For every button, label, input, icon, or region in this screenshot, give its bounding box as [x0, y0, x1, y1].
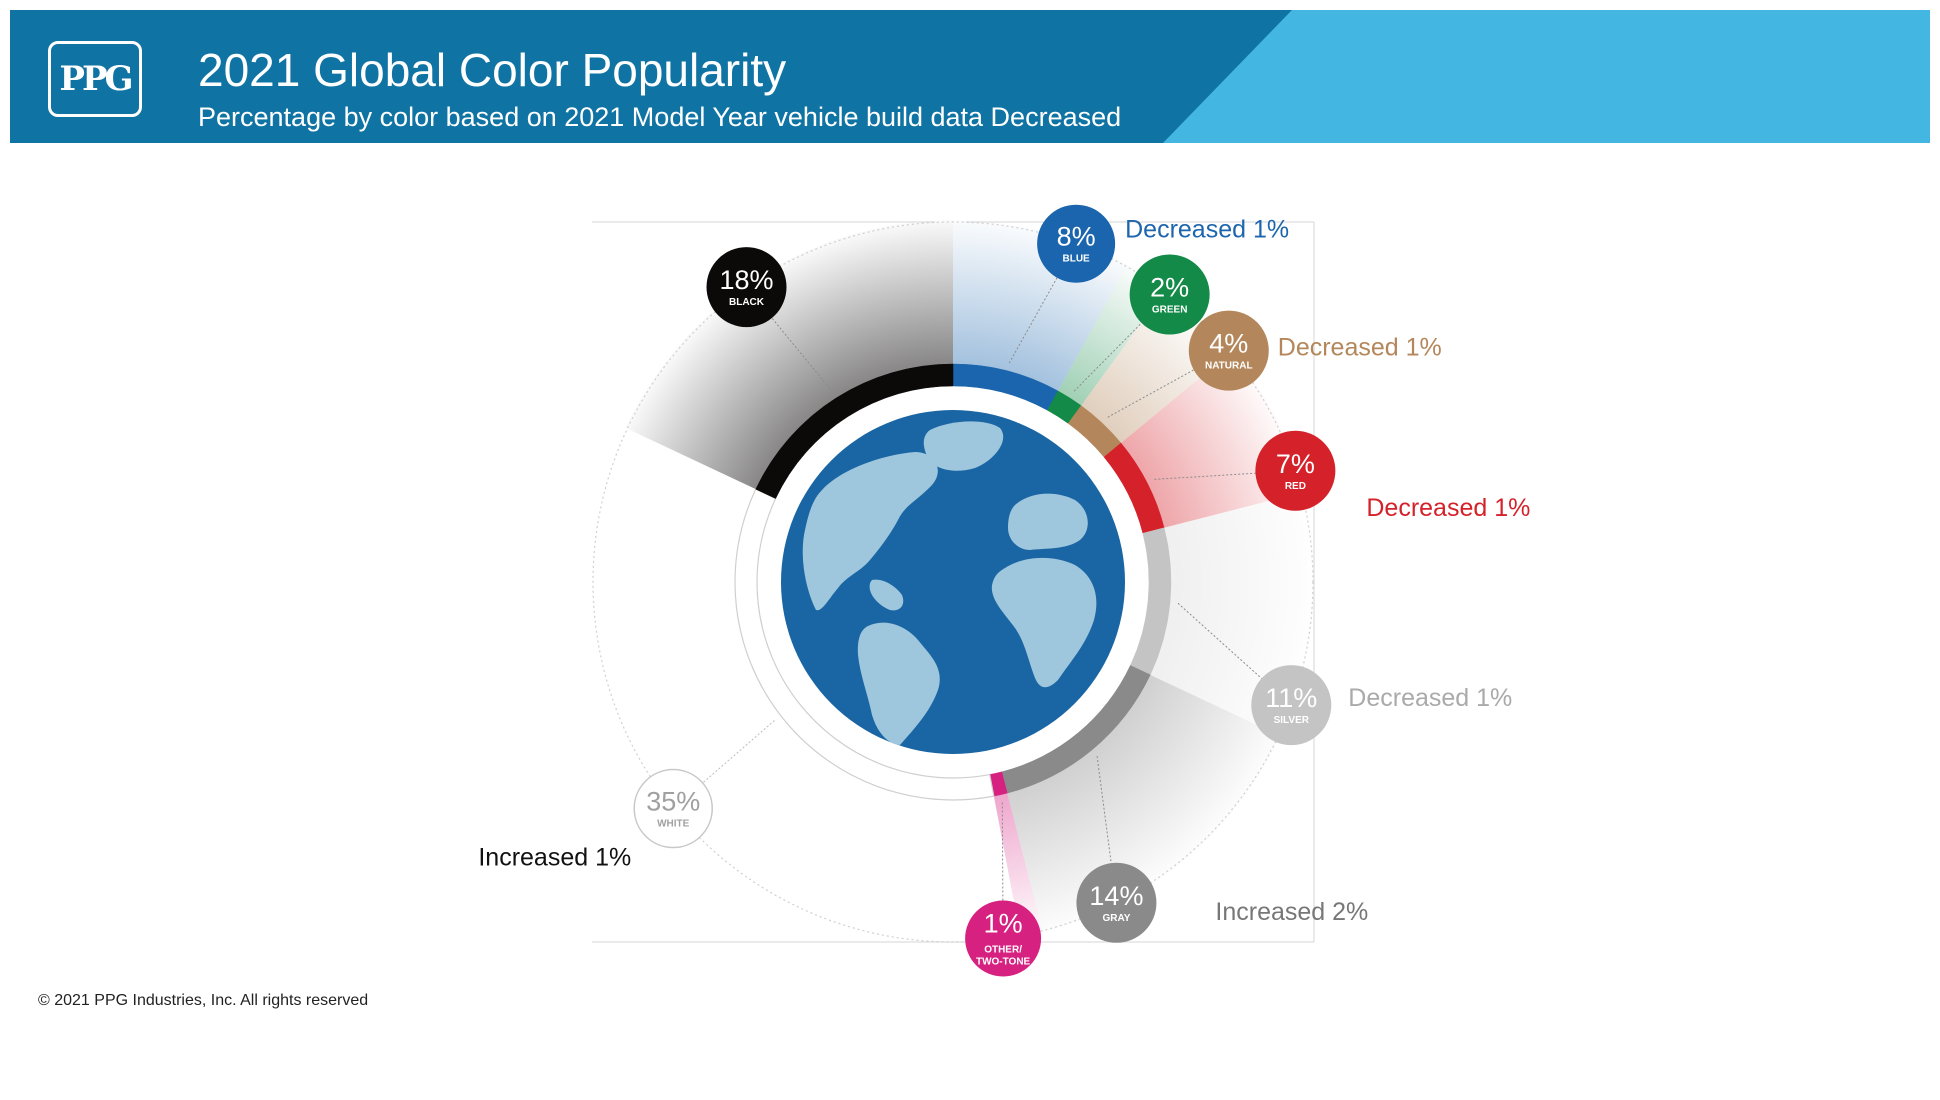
bubble-other: [965, 900, 1042, 977]
leader-gray: [1096, 756, 1117, 903]
outer-dotted-circle: [592, 221, 1314, 943]
change-label-blue: Decreased 1%: [1125, 216, 1289, 244]
bubble-natural: [1188, 310, 1269, 391]
bubble-label-other-0: OTHER/: [984, 944, 1022, 955]
globe-land-0: [802, 452, 938, 611]
bubble-value-gray: 14%: [1089, 881, 1143, 911]
bubble-value-silver: 11%: [1265, 683, 1317, 713]
copyright-footer: © 2021 PPG Industries, Inc. All rights r…: [38, 992, 369, 1009]
page-subtitle: Percentage by color based on 2021 Model …: [198, 102, 1122, 132]
change-label-gray: Increased 2%: [1215, 898, 1368, 926]
bubble-label-red: RED: [1285, 481, 1306, 492]
bubble-value-white: 35%: [646, 787, 700, 817]
bubble-value-natural: 4%: [1209, 329, 1248, 359]
globe-land-4: [1008, 493, 1088, 550]
globe-icon: [781, 410, 1125, 754]
bubble-white: [633, 768, 713, 849]
leader-natural: [1107, 350, 1230, 418]
bubble-green: [1129, 254, 1210, 335]
fan-gray: [1007, 674, 1281, 933]
bubble-value-other: 1%: [984, 908, 1023, 938]
header-banner: PPG 2021 Global Color Popularity Percent…: [10, 10, 1930, 143]
globe-land-1: [923, 421, 1004, 471]
fan-black: [625, 220, 953, 490]
highlight-fans: [625, 220, 1315, 938]
globe-land-3: [991, 557, 1097, 688]
change-labels: Decreased 1% Decreased 1% Decreased 1% Decr…: [478, 216, 1530, 926]
bubble-label-gray: GRAY: [1102, 913, 1130, 924]
bubble-blue: [1037, 204, 1116, 283]
fan-other: [993, 793, 1044, 938]
ring-slice-black: [755, 363, 954, 499]
bubble-value-blue: 8%: [1057, 222, 1096, 252]
page-title: 2021 Global Color Popularity: [198, 44, 787, 96]
bubble-black: [706, 247, 787, 328]
bubble-label-blue: BLUE: [1063, 254, 1091, 265]
bubble-red: [1255, 430, 1336, 511]
value-bubbles: 8% BLUE 2% GREEN 4% NATURAL 7% RED 11% SILVER 14% G…: [633, 204, 1336, 977]
leader-blue: [1008, 243, 1077, 364]
bubble-label-green: GREEN: [1152, 304, 1188, 315]
bubble-value-red: 7%: [1276, 449, 1315, 479]
header-banner-dark-panel: [10, 10, 1292, 143]
chart-frame: [592, 221, 1315, 943]
change-label-natural: Decreased 1%: [1278, 334, 1442, 362]
bubble-label-natural: NATURAL: [1205, 361, 1253, 372]
change-label-white: Increased 1%: [478, 844, 631, 872]
bubble-silver: [1251, 665, 1332, 746]
donut-ring: [734, 363, 1172, 801]
fan-natural: [1081, 289, 1232, 444]
bubble-label-white: WHITE: [657, 819, 690, 830]
bubble-label-black: BLACK: [729, 297, 765, 308]
globe-land-2: [857, 622, 940, 745]
bubble-gray: [1076, 862, 1157, 943]
bubble-label-silver: SILVER: [1274, 715, 1310, 726]
bubble-value-black: 18%: [719, 265, 773, 295]
globe-land-5: [869, 579, 904, 611]
change-label-silver: Decreased 1%: [1348, 684, 1512, 712]
change-label-red: Decreased 1%: [1366, 494, 1530, 522]
leader-silver: [1177, 602, 1292, 706]
bubble-value-green: 2%: [1150, 272, 1189, 302]
ppg-logo: PPG: [48, 41, 142, 117]
bubble-label-other-1: TWO-TONE: [976, 956, 1031, 967]
